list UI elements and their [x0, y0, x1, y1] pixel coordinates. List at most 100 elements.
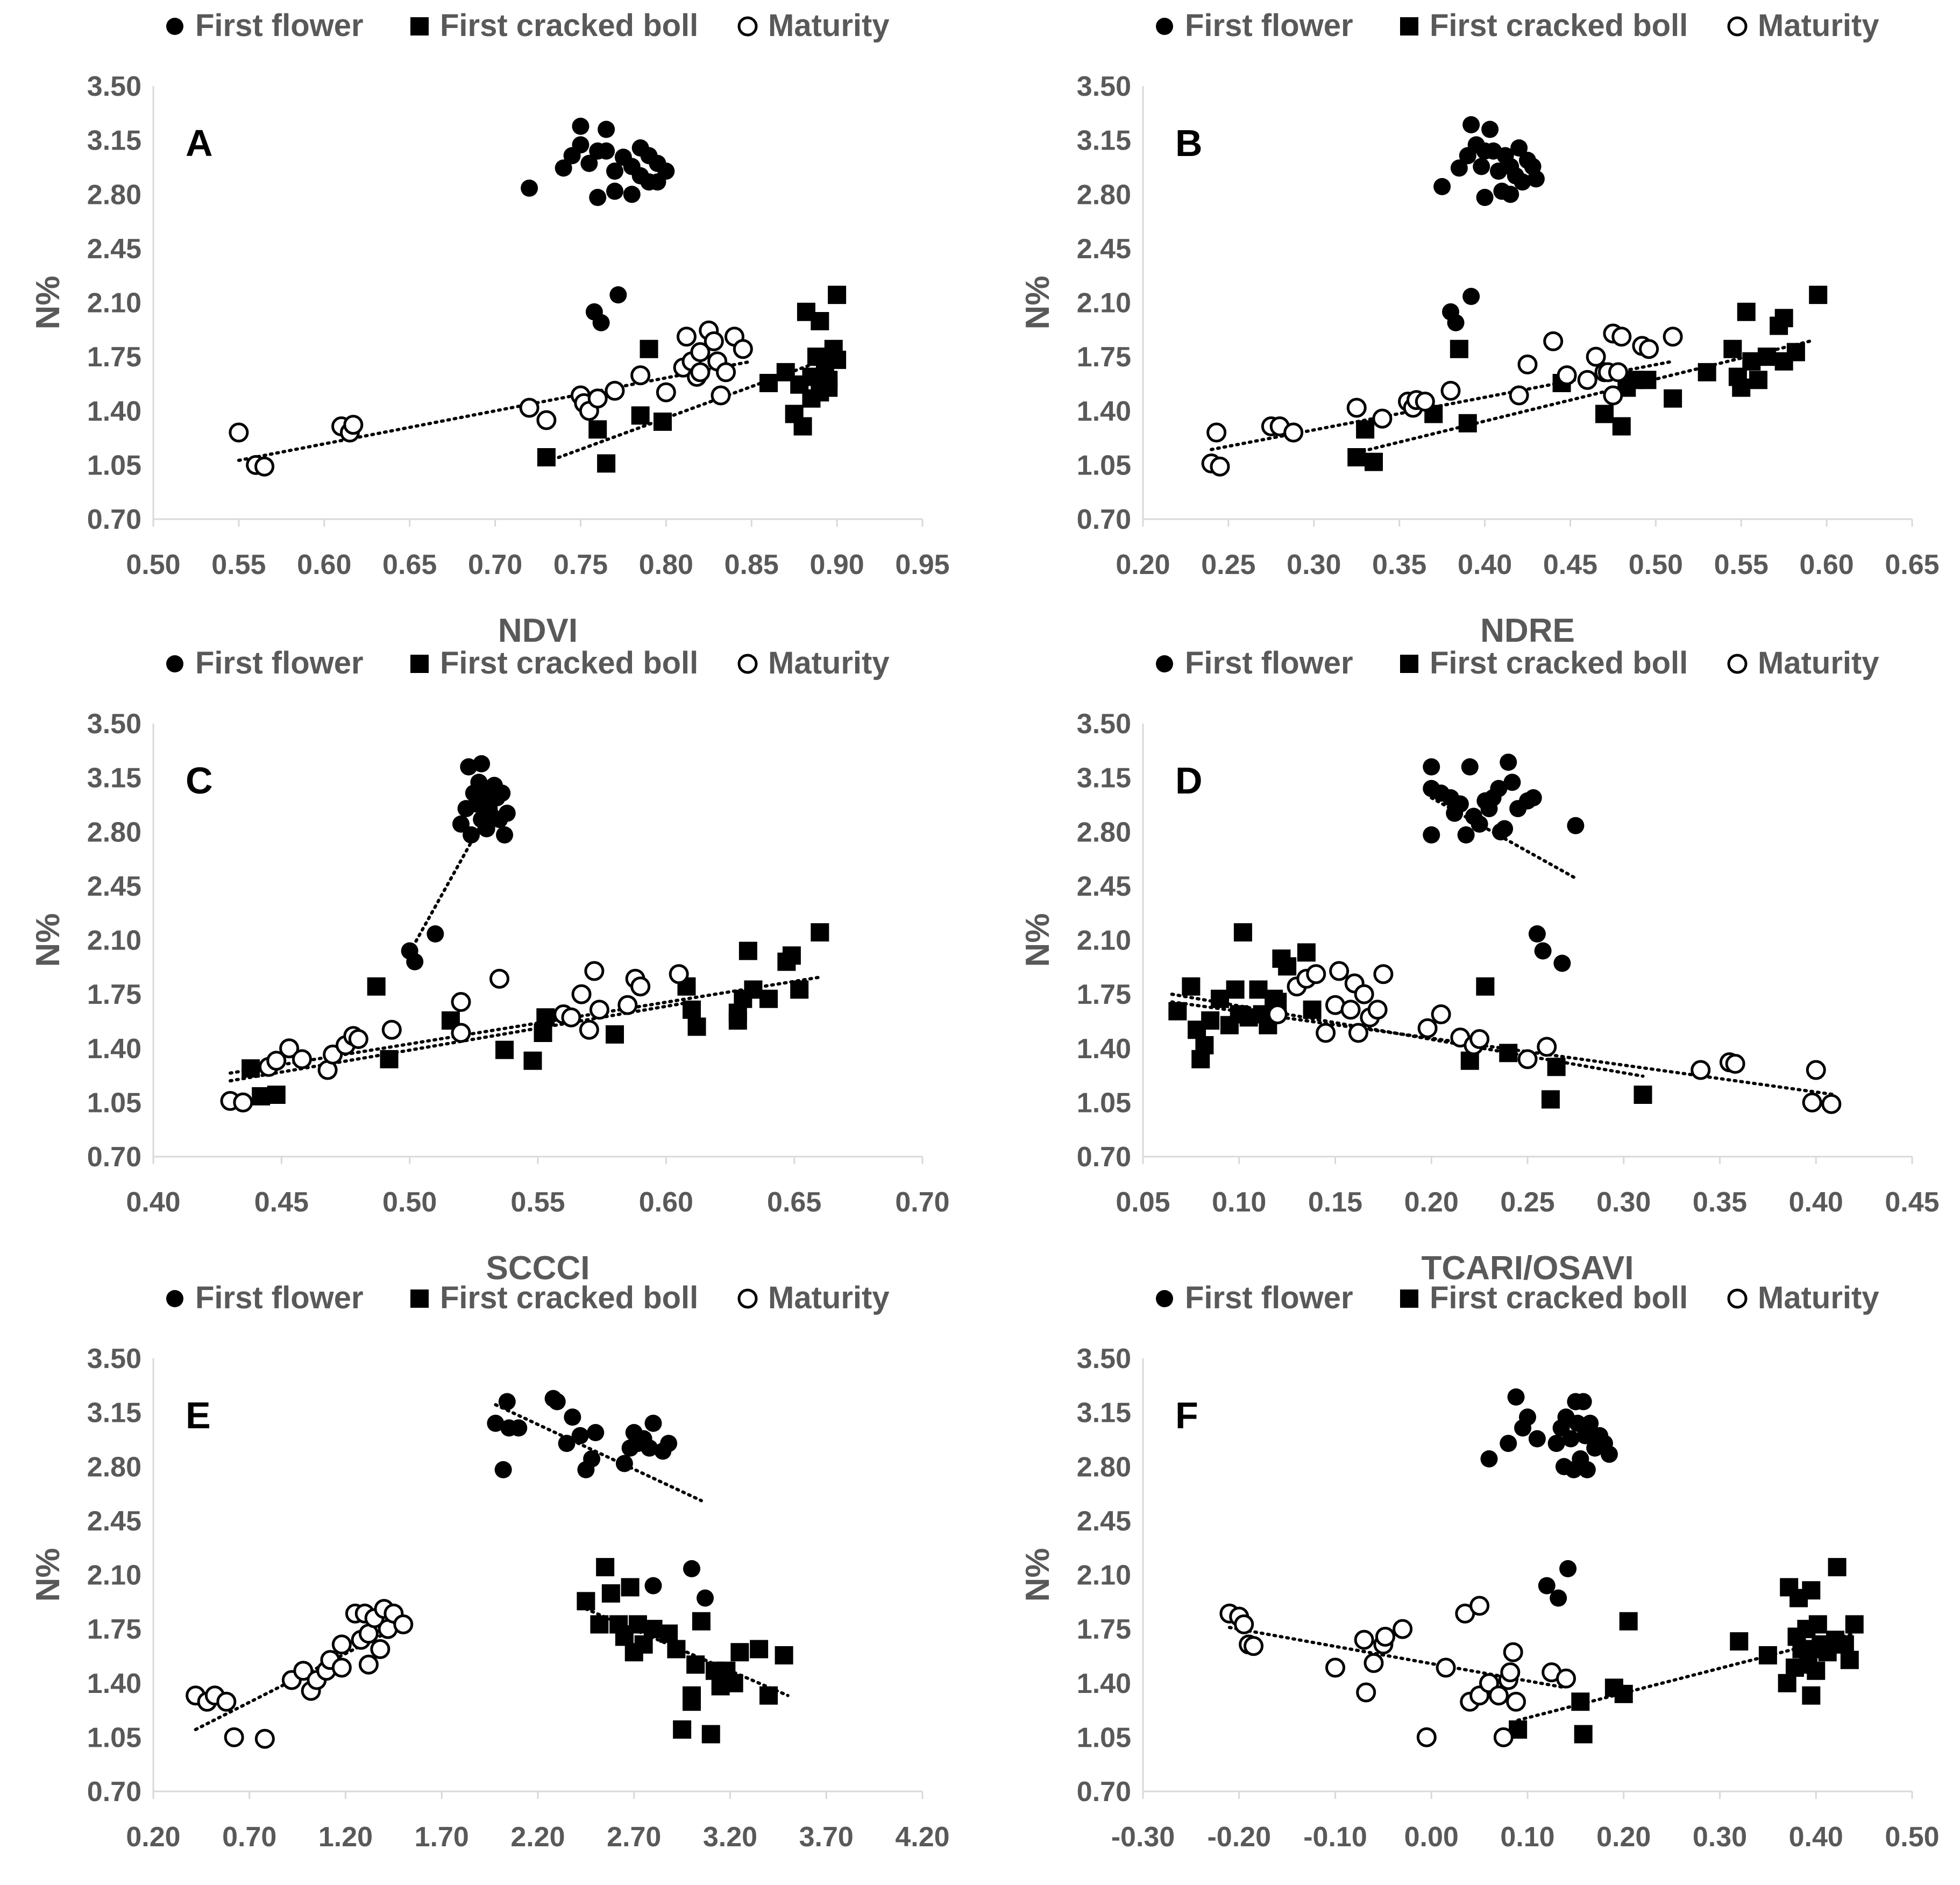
y-tick-label: 1.75 [87, 1614, 141, 1645]
maturity-point [1346, 398, 1367, 418]
panel-label: D [1175, 760, 1203, 802]
maturity-point [1663, 327, 1683, 347]
x-tick-label: 0.10 [1212, 1187, 1266, 1218]
maturity-point [1316, 1023, 1336, 1043]
first-flower-point [1461, 758, 1479, 776]
first-cracked-boll-point [588, 420, 607, 439]
legend-first-cracked-boll-label: First cracked boll [1430, 646, 1688, 681]
maturity-point [1488, 1685, 1509, 1706]
first-cracked-boll-point [1749, 371, 1767, 389]
first-flower-point [1567, 817, 1585, 834]
legend-maturity-marker [1727, 654, 1748, 674]
maturity-point [348, 1029, 368, 1049]
maturity-point [358, 1654, 379, 1675]
first-cracked-boll-point [252, 1087, 271, 1106]
y-tick-label: 1.40 [1077, 1668, 1131, 1699]
maturity-trendline [237, 359, 754, 462]
legend-first-cracked-boll-label: First cracked boll [1430, 1280, 1688, 1315]
maturity-point [266, 1051, 287, 1071]
maturity-point [519, 398, 539, 418]
maturity-point [587, 388, 608, 409]
y-tick-label: 3.50 [1077, 708, 1131, 740]
maturity-point [1557, 365, 1577, 386]
first-cracked-boll-point [1476, 977, 1495, 996]
first-flower-point [548, 1393, 566, 1411]
maturity-point [1325, 1657, 1345, 1678]
x-tick-label: 0.65 [382, 549, 437, 580]
maturity-point [716, 362, 736, 382]
first-cracked-boll-trendline [584, 1607, 790, 1697]
x-tick-label: 0.70 [468, 549, 522, 580]
first-flower-point [1510, 139, 1528, 157]
maturity-point [1577, 370, 1597, 390]
y-tick-label: 0.70 [1077, 1776, 1131, 1808]
panel-f: First flower First cracked boll Maturity 0.… [1019, 1280, 1940, 1885]
first-flower-point [1528, 925, 1546, 942]
first-flower-point [427, 925, 444, 942]
maturity-point [451, 1023, 471, 1043]
first-cracked-boll-point [759, 989, 778, 1008]
first-cracked-boll-point [597, 454, 616, 473]
x-tick-label: -0.10 [1303, 1822, 1367, 1853]
first-cracked-boll-point [759, 374, 778, 392]
first-flower-point [1519, 1408, 1536, 1426]
first-cracked-boll-point [1182, 977, 1201, 996]
first-cracked-boll-point [1664, 389, 1682, 408]
first-flower-point [1568, 1414, 1586, 1432]
first-cracked-boll-point [1211, 989, 1229, 1008]
first-flower-point [1574, 1393, 1592, 1411]
legend-first-cracked-boll-marker [410, 17, 429, 36]
first-cracked-boll-point [1758, 1646, 1777, 1664]
maturity-point [676, 327, 697, 347]
maturity-point [1469, 1029, 1490, 1049]
legend-maturity-marker [737, 1288, 758, 1309]
x-tick-label: 4.20 [895, 1822, 949, 1853]
maturity-point [733, 339, 753, 359]
legend-first-flower-marker [1156, 18, 1173, 35]
first-flower-point [1496, 820, 1514, 838]
y-axis-label: N% [30, 1548, 67, 1602]
y-tick-label: 1.05 [87, 1087, 141, 1118]
first-flower-point [1473, 158, 1490, 175]
first-cracked-boll-point [1742, 352, 1761, 371]
first-flower-point [609, 286, 627, 304]
first-flower-point [1476, 189, 1494, 206]
panel-a: First flower First cracked boll Maturity 0.… [30, 8, 950, 649]
first-cracked-boll-point [1356, 420, 1375, 439]
maturity-point [1440, 380, 1461, 401]
y-tick-label: 2.45 [1077, 233, 1131, 265]
first-flower-point [606, 162, 623, 180]
x-tick-label: 0.40 [1789, 1822, 1843, 1853]
legend-first-flower-marker [166, 1290, 183, 1307]
first-cracked-boll-point [1226, 980, 1245, 999]
y-tick-label: 2.45 [1077, 871, 1131, 902]
panel-d: First flower First cracked boll Maturity 0.… [1019, 646, 1940, 1287]
y-tick-label: 1.40 [87, 1033, 141, 1065]
first-flower-point [1490, 779, 1508, 797]
first-flower-point [1481, 121, 1499, 138]
first-cracked-boll-point [1737, 302, 1756, 321]
maturity-point [1393, 1619, 1413, 1639]
maturity-point [1603, 385, 1623, 406]
first-flower-point [572, 136, 590, 154]
y-tick-label: 1.05 [1077, 450, 1131, 481]
first-flower-point [473, 755, 491, 773]
first-flower-point [697, 1589, 714, 1607]
maturity-point [1611, 327, 1632, 347]
first-cracked-boll-point [1249, 980, 1268, 999]
maturity-point [331, 1657, 352, 1678]
maturity-point [1367, 1000, 1388, 1020]
first-flower-point [1514, 173, 1531, 191]
first-cracked-boll-point [1757, 348, 1776, 366]
legend-maturity-label: Maturity [768, 1280, 890, 1315]
x-tick-label: 2.20 [510, 1822, 565, 1853]
y-axis-label: N% [1019, 913, 1056, 967]
first-flower-point [1581, 1414, 1599, 1432]
first-cracked-boll-point [1571, 1692, 1590, 1711]
maturity-point [630, 365, 651, 386]
y-tick-label: 1.05 [87, 450, 141, 481]
first-flower-point [615, 1455, 633, 1472]
first-cracked-boll-point [692, 1612, 711, 1631]
legend-maturity-label: Maturity [1758, 1280, 1879, 1315]
